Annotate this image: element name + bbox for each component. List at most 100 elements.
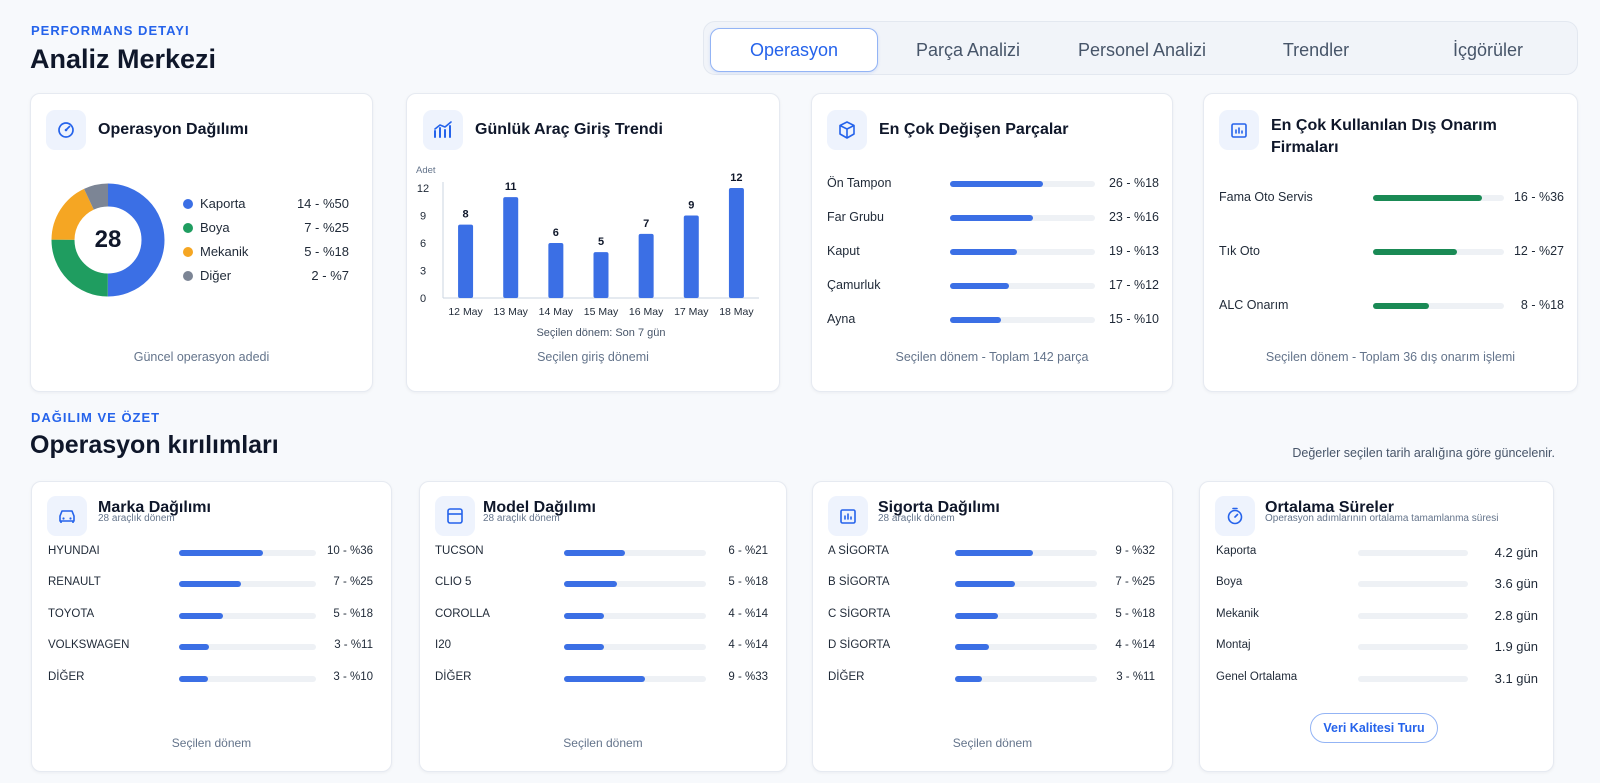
card-title: Model Dağılımı: [483, 499, 596, 516]
progress-fill: [955, 676, 982, 682]
tab-operasyon[interactable]: Operasyon: [710, 28, 878, 72]
progress-track: [950, 249, 1095, 255]
parts-list: Ön Tampon 26 - %18 Far Grubu 23 - %16 Kapu…: [827, 174, 1159, 344]
progress-fill: [950, 249, 1017, 255]
legend-label: Mekanik: [200, 244, 249, 259]
progress-track: [179, 581, 316, 587]
item-value: 3 - %10: [333, 671, 373, 683]
item-label: Fama Oto Servis: [1219, 190, 1313, 204]
tab-trendler[interactable]: Trendler: [1282, 39, 1350, 60]
progress-fill: [1373, 195, 1482, 201]
list-item: HYUNDAI 10 - %36: [48, 543, 373, 563]
donut-slice: [51, 183, 165, 297]
item-label: HYUNDAI: [48, 545, 100, 557]
item-value: 15 - %10: [1108, 312, 1159, 326]
window-icon: [435, 496, 475, 536]
progress-fill: [1373, 249, 1457, 255]
x-tick-label: 16 May: [629, 306, 664, 318]
card-title: En Çok Kullanılan Dış Onarım Firmaları: [1271, 115, 1497, 159]
item-label: TUCSON: [435, 545, 484, 557]
card-title: En Çok Değişen Parçalar: [879, 121, 1069, 138]
bar-value-label: 11: [505, 181, 517, 193]
card-title-line2: Firmaları: [1271, 139, 1339, 156]
progress-track: [1358, 644, 1468, 650]
item-value: 1.9 gün: [1494, 639, 1538, 654]
daily-entry-trend-card: Günlük Araç Giriş Trendi Adet 0 3 6 9 12 8 12 M…: [406, 93, 780, 392]
list-item: A SİGORTA 9 - %32: [828, 543, 1155, 563]
progress-track: [564, 644, 706, 650]
list-item: Tık Oto 12 - %27: [1219, 242, 1564, 262]
donut-chart: [51, 183, 165, 297]
progress-fill: [955, 581, 1015, 587]
item-value: 8 - %18: [1520, 298, 1564, 312]
data-quality-tour-button[interactable]: Veri Kalitesi Turu: [1310, 713, 1438, 743]
progress-fill: [564, 581, 617, 587]
legend: Kaporta 14 - %50 Boya 7 - %25 Mekanik 5 - %…: [183, 195, 349, 295]
progress-fill: [179, 613, 223, 619]
item-label: CLIO 5: [435, 576, 472, 588]
bar: [593, 252, 609, 298]
legend-value: 14 - %50: [296, 196, 349, 211]
progress-track: [1373, 195, 1504, 201]
x-tick-label: 17 May: [674, 306, 709, 318]
progress-track: [955, 644, 1097, 650]
legend-dot: [183, 199, 193, 209]
durations-list: Kaporta 4.2 gün Boya 3.6 gün Mekanik 2.8 gü…: [1216, 543, 1538, 693]
tab-personel-analizi[interactable]: Personel Analizi: [1077, 39, 1207, 60]
item-value: 5 - %18: [728, 576, 768, 588]
legend-item: Boya 7 - %25: [183, 219, 349, 237]
x-tick-label: 18 May: [719, 306, 754, 318]
bar: [503, 197, 519, 298]
item-label: Boya: [1216, 576, 1243, 588]
brand-distribution-card: Marka Dağılımı 28 araçlık dönem HYUNDAI 1…: [31, 481, 392, 772]
y-tick-label: 3: [420, 266, 426, 278]
bar: [638, 233, 654, 298]
item-value: 4.2 gün: [1494, 545, 1538, 560]
card-footer: Seçilen dönem: [952, 736, 1033, 750]
item-value: 4 - %14: [1115, 639, 1155, 651]
card-subtitle: Operasyon adımlarının ortalama tamamlanm…: [1265, 513, 1499, 524]
average-durations-card: Ortalama Süreler Operasyon adımlarının o…: [1199, 481, 1554, 772]
model-distribution-card: Model Dağılımı 28 araçlık dönem TUCSON 6 …: [419, 481, 787, 772]
item-value: 19 - %13: [1108, 244, 1159, 258]
item-value: 17 - %12: [1108, 278, 1159, 292]
bar-value-label: 7: [643, 218, 649, 230]
bar: [548, 243, 564, 298]
section-note: Değerler seçilen tarih aralığına göre gü…: [1292, 446, 1555, 460]
progress-track: [179, 644, 316, 650]
list-item: DİĞER 3 - %10: [48, 669, 373, 689]
item-value: 3 - %11: [1116, 671, 1155, 683]
tab-parca-analizi[interactable]: Parça Analizi: [915, 39, 1021, 60]
progress-track: [1373, 303, 1504, 309]
y-tick-label: 9: [420, 211, 426, 223]
progress-fill: [564, 550, 626, 556]
list-item: Montaj 1.9 gün: [1216, 637, 1538, 657]
progress-fill: [179, 581, 241, 587]
legend-label: Boya: [200, 220, 230, 235]
legend-value: 2 - %7: [311, 268, 349, 283]
list-item: Ön Tampon 26 - %18: [827, 174, 1159, 194]
list-item: ALC Onarım 8 - %18: [1219, 296, 1564, 316]
donut-slice: [51, 183, 165, 297]
building-icon: [1219, 110, 1259, 150]
progress-fill: [950, 283, 1010, 289]
item-value: 4 - %14: [728, 639, 768, 651]
timer-icon: [1215, 496, 1255, 536]
operation-distribution-card: Operasyon Dağılımı 28 Kaporta 14 - %50 Bo…: [30, 93, 373, 392]
item-label: Kaput: [827, 244, 860, 258]
item-value: 5 - %18: [333, 608, 373, 620]
list-item: B SİGORTA 7 - %25: [828, 574, 1155, 594]
item-label: I20: [435, 639, 451, 651]
item-label: Ayna: [827, 312, 856, 326]
item-label: DİĞER: [435, 671, 472, 683]
list-item: Fama Oto Servis 16 - %36: [1219, 188, 1564, 208]
progress-fill: [950, 215, 1033, 221]
progress-fill: [950, 181, 1043, 187]
item-label: B SİGORTA: [828, 576, 890, 588]
progress-track: [1358, 613, 1468, 619]
item-value: 26 - %18: [1108, 176, 1159, 190]
external-repair-card: En Çok Kullanılan Dış Onarım Firmaları Fa…: [1203, 93, 1578, 392]
legend-item: Kaporta 14 - %50: [183, 195, 349, 213]
tab-icgoruler[interactable]: İçgörüler: [1452, 39, 1524, 60]
bar-value-label: 12: [730, 172, 742, 184]
